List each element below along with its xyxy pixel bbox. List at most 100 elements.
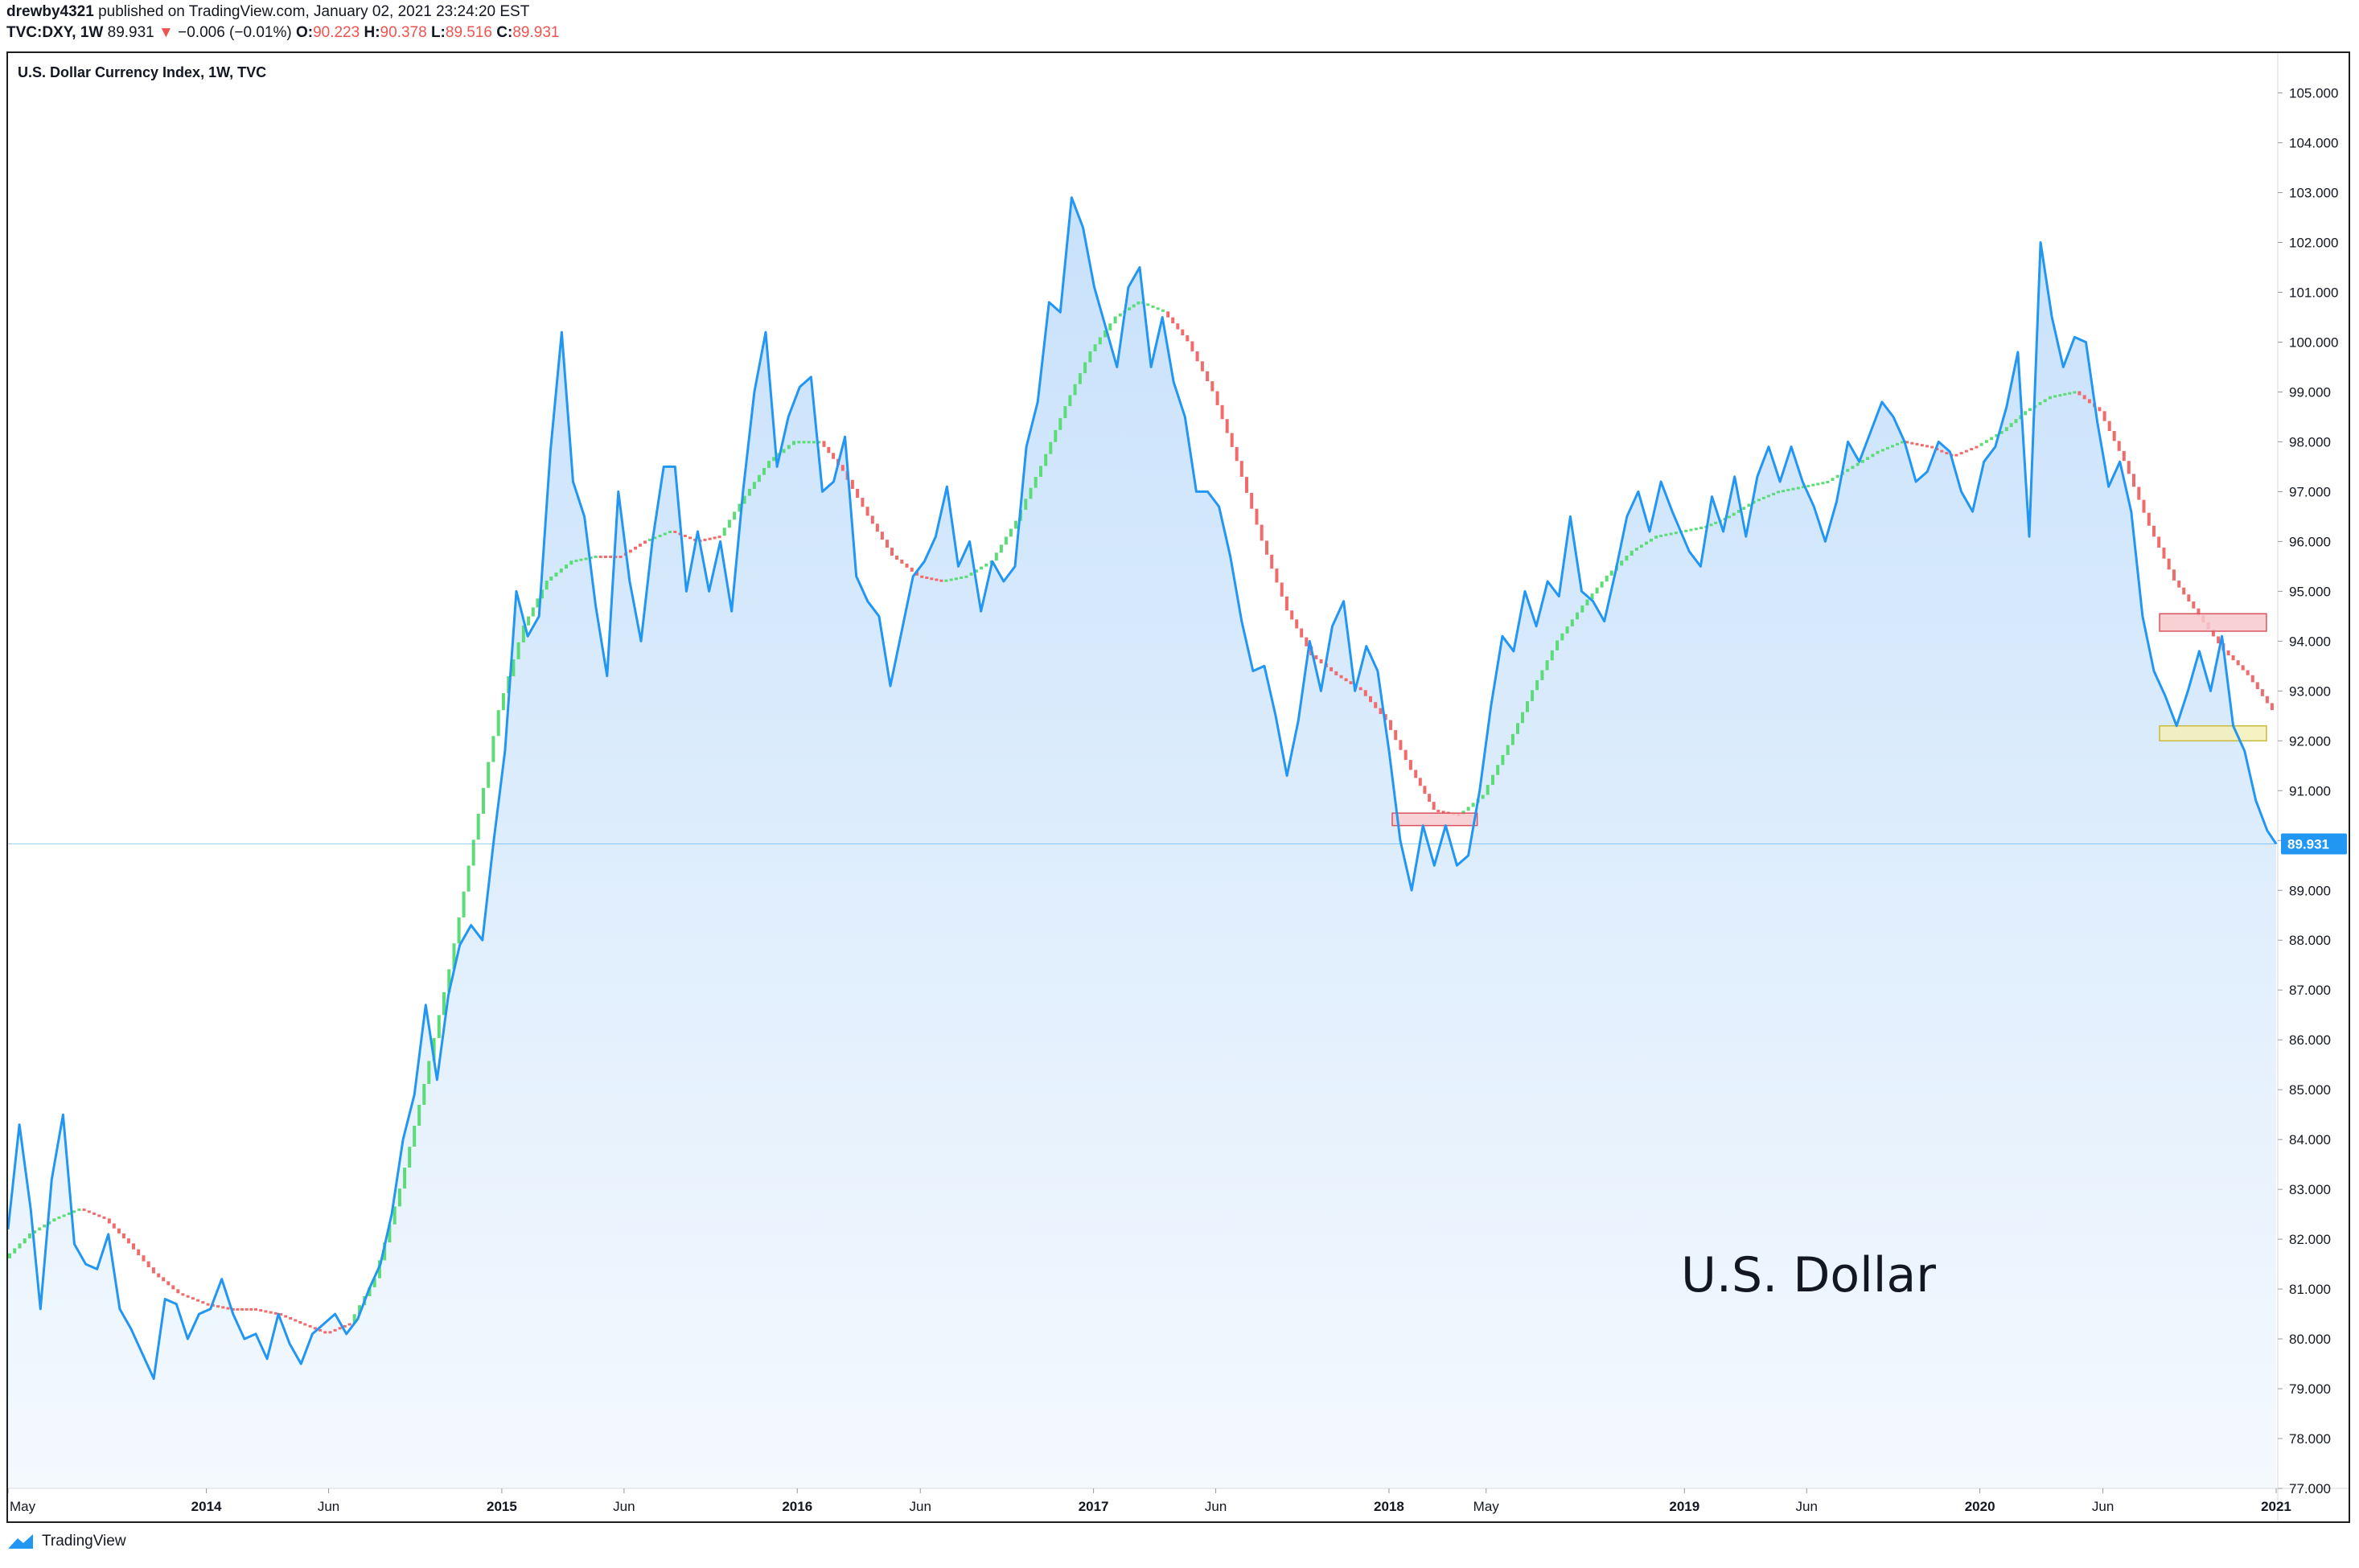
trend-bar bbox=[1305, 637, 1309, 646]
y-tick-label: 92.000 bbox=[2289, 733, 2331, 749]
y-tick-label: 102.000 bbox=[2289, 236, 2338, 251]
trend-bar bbox=[827, 446, 831, 454]
trend-bar bbox=[614, 556, 618, 558]
trend-bar bbox=[549, 577, 553, 581]
trend-bar bbox=[895, 556, 898, 560]
trend-bar bbox=[1414, 770, 1418, 778]
trend-bar bbox=[368, 1287, 372, 1296]
trend-bar bbox=[1835, 474, 1839, 478]
trend-bar bbox=[531, 607, 535, 617]
trend-bar bbox=[1210, 381, 1214, 392]
trend-bar bbox=[2152, 525, 2156, 537]
trend-bar bbox=[944, 579, 948, 582]
tradingview-logo[interactable]: TradingView bbox=[8, 1533, 126, 1550]
y-tick-label: 95.000 bbox=[2289, 584, 2331, 599]
trend-bar bbox=[1940, 449, 1944, 453]
trend-bar bbox=[2167, 558, 2171, 570]
chart-frame[interactable]: 105.000 104.000 103.000 102.000 101.000 100.0… bbox=[6, 51, 2350, 1523]
tradingview-logo-icon bbox=[9, 1534, 33, 1549]
x-tick-label: Jun bbox=[318, 1499, 339, 1514]
trend-bar bbox=[126, 1238, 130, 1244]
trend-bar bbox=[1580, 605, 1584, 613]
trend-bar bbox=[18, 1243, 22, 1249]
resistance-zone bbox=[1391, 812, 1478, 827]
trend-bar bbox=[427, 1061, 431, 1084]
trend-bar bbox=[1078, 373, 1082, 384]
trend-bar bbox=[245, 1307, 249, 1311]
chart-svg[interactable]: 105.000 104.000 103.000 102.000 101.000 100.0… bbox=[8, 53, 2349, 1521]
low-value: 89.516 bbox=[445, 24, 493, 41]
trend-bar bbox=[1995, 433, 1999, 437]
trend-bar bbox=[1732, 512, 1736, 516]
trend-bar bbox=[1156, 307, 1160, 310]
trend-bar bbox=[1846, 469, 1850, 472]
y-tick-label: 78.000 bbox=[2289, 1431, 2331, 1447]
trend-bar bbox=[33, 1230, 37, 1233]
trend-bar bbox=[62, 1214, 66, 1217]
x-tick-label: 2020 bbox=[1965, 1499, 1995, 1514]
trend-bar bbox=[594, 556, 598, 558]
trend-bar bbox=[2068, 392, 2072, 395]
y-tick-label: 101.000 bbox=[2289, 285, 2338, 301]
trend-bar bbox=[1826, 481, 1830, 483]
trend-bar bbox=[2132, 474, 2135, 487]
trend-bar bbox=[727, 519, 731, 528]
trend-bar bbox=[1556, 640, 1560, 651]
trend-bar bbox=[1782, 490, 1786, 493]
trend-bar bbox=[1694, 527, 1698, 531]
trend-bar bbox=[1674, 532, 1678, 535]
y-tick-label: 83.000 bbox=[2289, 1182, 2331, 1197]
trend-bar bbox=[201, 1301, 205, 1304]
x-tick-label: Jun bbox=[1796, 1499, 1818, 1514]
trend-bar bbox=[1650, 538, 1653, 542]
trend-bar bbox=[1999, 431, 2004, 434]
trend-bar bbox=[146, 1261, 150, 1267]
trend-bar bbox=[880, 532, 884, 540]
trend-bar bbox=[856, 488, 860, 499]
trend-bar bbox=[413, 1126, 417, 1147]
trend-bar bbox=[683, 535, 687, 537]
trend-bar bbox=[1132, 304, 1136, 308]
author-name[interactable]: drewby4321 bbox=[6, 3, 94, 20]
y-tick-label: 91.000 bbox=[2289, 783, 2331, 798]
trend-bar bbox=[910, 567, 914, 572]
trend-bar bbox=[1394, 729, 1398, 741]
trend-bar bbox=[717, 536, 721, 539]
trend-bar bbox=[323, 1331, 327, 1334]
trend-bar bbox=[1856, 462, 1860, 466]
trend-bar bbox=[2236, 660, 2240, 666]
trend-bar bbox=[1063, 406, 1067, 418]
trend-bar bbox=[708, 537, 712, 540]
trend-bar bbox=[643, 540, 647, 544]
trend-bar bbox=[447, 969, 451, 992]
trend-bar bbox=[2142, 499, 2146, 513]
trend-bar bbox=[536, 598, 540, 608]
trend-bar bbox=[1851, 466, 1855, 470]
down-arrow-icon: ▼ bbox=[158, 24, 174, 41]
trend-bar bbox=[1334, 671, 1338, 675]
trend-bar bbox=[1535, 679, 1539, 691]
trend-bar bbox=[1742, 507, 1746, 510]
ohlc-line: TVC:DXY, 1W 89.931 ▼ −0.006 (−0.01%) O:9… bbox=[6, 24, 559, 42]
x-tick-label: Jun bbox=[1205, 1499, 1227, 1514]
trend-bar bbox=[2117, 441, 2121, 451]
trend-bar bbox=[358, 1305, 361, 1315]
trend-bar bbox=[954, 577, 958, 581]
trend-bar bbox=[2241, 665, 2245, 671]
trend-bar bbox=[1009, 528, 1013, 537]
trend-bar bbox=[1151, 305, 1155, 308]
trend-bar bbox=[328, 1331, 332, 1334]
trend-bar bbox=[807, 441, 811, 444]
trend-bar bbox=[77, 1208, 81, 1211]
trend-bar bbox=[969, 573, 973, 576]
trend-bar bbox=[900, 559, 904, 564]
trend-bar bbox=[1136, 301, 1140, 305]
trend-bar bbox=[1260, 524, 1264, 541]
trend-bar bbox=[289, 1317, 293, 1320]
chart-title: U.S. Dollar Currency Index, 1W, TVC bbox=[18, 64, 266, 80]
trend-bar bbox=[57, 1216, 61, 1219]
trend-bar bbox=[1585, 599, 1589, 605]
resistance-zone bbox=[2159, 613, 2267, 632]
trend-bar bbox=[1230, 433, 1234, 447]
trend-bar bbox=[565, 564, 568, 569]
